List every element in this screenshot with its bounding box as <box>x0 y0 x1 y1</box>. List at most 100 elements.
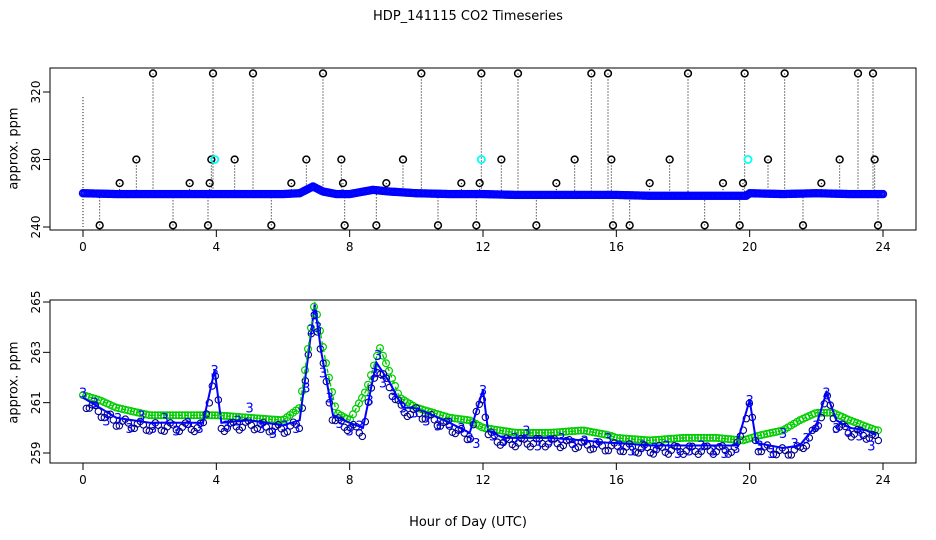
outlier-point <box>532 221 541 230</box>
point-label: 3 <box>721 447 729 462</box>
green-point <box>169 411 178 420</box>
bottom-x-tick-label: 12 <box>475 473 490 487</box>
top-x-tick-label: 12 <box>475 240 490 254</box>
point-label: 3 <box>257 422 265 437</box>
point-label: 3 <box>422 414 430 429</box>
flagged-point <box>476 154 486 164</box>
point-label: 3 <box>639 439 647 454</box>
top-x-tick-label: 4 <box>213 240 221 254</box>
outlier-point <box>603 69 613 78</box>
green-point <box>499 426 508 435</box>
point-label: 3 <box>292 422 300 437</box>
outlier-point <box>870 155 879 164</box>
blue-point <box>769 450 778 458</box>
bottom-x-tick-label: 0 <box>79 473 87 487</box>
panel-top: 0 4 8 12 16 20 24 240 280 320 <box>29 67 917 254</box>
green-point <box>561 427 570 436</box>
green-point <box>582 427 591 436</box>
outlier-point <box>248 69 258 78</box>
point-label: 3 <box>356 419 364 434</box>
blue-point <box>433 421 442 430</box>
outlier-point <box>168 221 178 230</box>
point-label: 3 <box>867 439 875 454</box>
blue-point <box>106 410 115 419</box>
point-label: 3 <box>856 429 864 444</box>
outlier-point <box>798 221 808 230</box>
green-point <box>684 433 693 442</box>
outlier-point <box>740 69 749 78</box>
green-point <box>630 435 639 444</box>
green-point <box>588 428 597 437</box>
point-label: 3 <box>222 419 230 434</box>
point-label: 3 <box>114 412 122 427</box>
point-label: 3 <box>79 387 87 402</box>
point-label: 3 <box>246 402 254 417</box>
outlier-point <box>625 221 634 230</box>
bottom-y-tick-label: 265 <box>29 291 43 314</box>
outlier-point <box>203 221 213 230</box>
top-plot-frame <box>49 67 917 231</box>
top-y-tick-label: 320 <box>29 81 43 104</box>
point-label: 3 <box>522 424 530 439</box>
point-label: 3 <box>674 447 682 462</box>
green-point <box>385 366 394 375</box>
point-label: 3 <box>472 437 480 452</box>
point-label: 3 <box>756 439 764 454</box>
green-point <box>765 429 774 438</box>
outlier-point <box>683 69 693 78</box>
green-point <box>756 431 765 440</box>
green-point <box>295 404 304 413</box>
point-label: 3 <box>604 432 612 447</box>
blue-point <box>205 399 214 407</box>
bottom-y-tick-label: 261 <box>29 391 43 414</box>
point-label: 3 <box>499 434 507 449</box>
point-label: 3 <box>307 324 315 339</box>
outlier-point <box>318 69 328 78</box>
outlier-point <box>763 155 773 164</box>
blue-point <box>382 374 391 382</box>
outlier-point <box>477 69 486 78</box>
flagged-point <box>743 154 753 164</box>
outlier-point <box>735 221 744 230</box>
blue-point <box>874 436 883 445</box>
point-label: 3 <box>399 402 407 417</box>
point-label: 3 <box>172 424 180 439</box>
green-point <box>298 387 307 396</box>
outlier-point <box>853 69 863 78</box>
point-label: 3 <box>137 409 145 424</box>
outlier-point <box>570 155 579 164</box>
green-point <box>184 411 193 420</box>
outlier-point <box>433 221 443 230</box>
bottom-x-tick-label: 20 <box>742 473 757 487</box>
outlier-point <box>287 178 296 188</box>
chart-title: HDP_141115 CO2 Timeseries <box>373 9 563 24</box>
green-point <box>388 374 397 383</box>
y-axis-label-top: approx. ppm <box>6 107 22 190</box>
point-label: 3 <box>319 366 327 381</box>
green-point <box>636 435 645 444</box>
point-label: 3 <box>149 422 157 437</box>
blue-point <box>616 447 625 455</box>
outlier-point <box>513 69 523 78</box>
bottom-x-tick-label: 8 <box>346 473 354 487</box>
green-point <box>505 427 514 436</box>
green-point <box>594 429 603 438</box>
point-label: 3 <box>434 419 442 434</box>
green-point <box>615 434 624 443</box>
point-label: 3 <box>269 427 277 442</box>
point-label: 3 <box>557 432 565 447</box>
point-label: 3 <box>234 414 242 429</box>
green-point <box>148 411 157 420</box>
point-label: 3 <box>211 364 219 379</box>
blue-point <box>466 435 475 443</box>
blue-point <box>82 404 91 413</box>
bottom-y-tick-label: 259 <box>29 442 43 465</box>
point-label: 3 <box>302 382 310 397</box>
green-point <box>651 435 660 444</box>
green-point <box>657 435 666 444</box>
point-label: 3 <box>479 384 487 399</box>
outlier-point <box>835 155 844 164</box>
outlier-point <box>230 155 239 164</box>
